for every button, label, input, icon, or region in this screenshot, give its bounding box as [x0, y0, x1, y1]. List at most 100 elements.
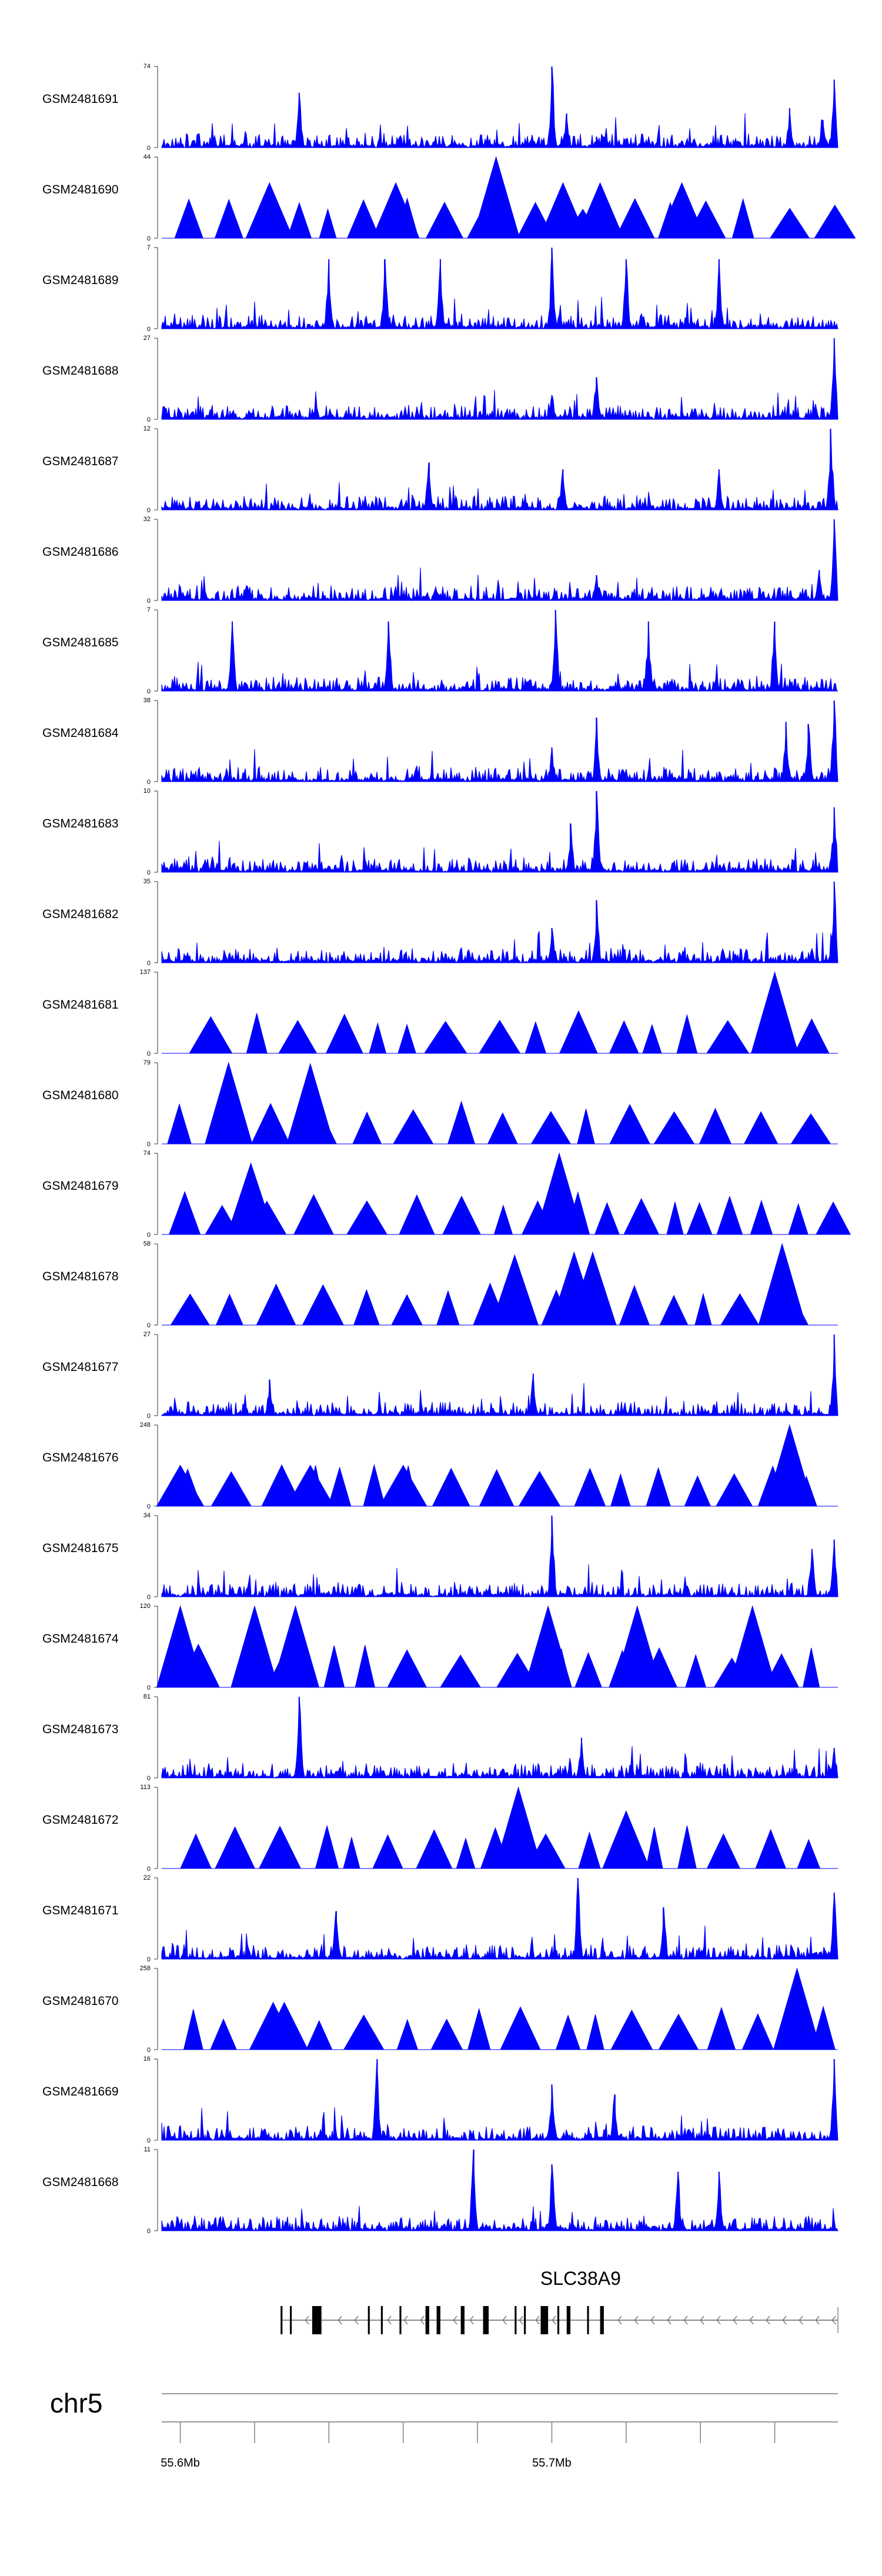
y-tick-label: 0	[147, 779, 151, 786]
coverage-peak	[729, 1605, 777, 1688]
track-label: GSM2481685	[42, 636, 119, 649]
strand-arrow	[782, 2315, 787, 2325]
track-label: GSM2481670	[42, 1994, 119, 2008]
gene-exon	[425, 2306, 429, 2334]
track-label: GSM2481683	[42, 817, 119, 830]
strand-arrow	[387, 2315, 392, 2325]
gene-exon	[436, 2306, 440, 2334]
track: GSM2481688 27 0	[42, 335, 838, 423]
coverage-area	[162, 1464, 838, 1507]
signal-area	[161, 1515, 838, 1598]
track: GSM2481691 74 0	[42, 63, 838, 152]
y-tick-label: 34	[143, 1512, 151, 1519]
y-tick-label: 0	[147, 2137, 151, 2144]
y-tick-label: 0	[147, 416, 151, 423]
track: GSM2481686 32 0	[42, 516, 838, 605]
strand-arrow	[519, 2315, 523, 2325]
y-tick-label: 0	[147, 1866, 151, 1873]
coverage-peak	[569, 1251, 617, 1326]
track: GSM2481669 16 0	[42, 2056, 838, 2144]
y-tick-label: 0	[147, 145, 151, 152]
track: GSM2481689 7 0	[42, 244, 838, 333]
track-label: GSM2481674	[42, 1632, 119, 1646]
coverage-peak	[602, 1810, 650, 1869]
signal-area	[161, 519, 838, 602]
y-tick-label: 0	[147, 326, 151, 333]
y-tick-label: 12	[143, 425, 151, 432]
track-label: GSM2481686	[42, 545, 119, 559]
y-tick-label: 27	[143, 1331, 151, 1338]
track: GSM2481684 38 0	[42, 697, 838, 786]
y-tick-label: 74	[143, 63, 151, 70]
y-tick-label: 7	[147, 244, 151, 251]
coverage-peak	[472, 156, 520, 239]
coverage-peak	[766, 1424, 814, 1507]
gene-exon	[399, 2306, 402, 2334]
strand-arrow	[420, 2315, 425, 2325]
gene-exon	[587, 2306, 589, 2334]
track: GSM2481682 35 0	[42, 878, 838, 967]
y-tick-label: 0	[147, 1775, 151, 1782]
track-label: GSM2481690	[42, 183, 119, 196]
track: GSM2481677 27 0	[42, 1331, 838, 1420]
coverage-peak	[539, 182, 587, 239]
gene-exon	[312, 2306, 322, 2334]
y-tick-label: 22	[143, 1874, 151, 1881]
y-tick-label: 16	[143, 2056, 151, 2063]
coverage-peak	[576, 182, 624, 239]
coverage-area	[162, 1010, 838, 1054]
track: GSM2481671 22 0	[42, 1874, 838, 1963]
track-label: GSM2481671	[42, 1904, 119, 1917]
y-tick-label: 258	[140, 1965, 151, 1972]
gene-exon	[514, 2306, 517, 2334]
track-label: GSM2481676	[42, 1451, 119, 1464]
track: GSM2481680 79 0	[42, 1059, 838, 1148]
track: GSM2481679 74 0	[42, 1150, 851, 1239]
track: GSM2481668 11 0	[42, 2146, 838, 2235]
strand-arrow	[617, 2315, 622, 2325]
track: GSM2481676 248 0	[42, 1422, 838, 1510]
track: GSM2481673 81 0	[42, 1693, 838, 1782]
signal-area	[161, 609, 838, 692]
strand-arrow	[403, 2315, 408, 2325]
gene-exon	[280, 2306, 283, 2334]
coverage-peak	[773, 1967, 821, 2050]
y-tick-label: 120	[140, 1603, 151, 1610]
strand-arrow	[799, 2315, 803, 2325]
strand-arrow	[634, 2315, 639, 2325]
y-tick-label: 44	[143, 154, 151, 161]
gene-exon	[557, 2306, 560, 2334]
strand-arrow	[749, 2315, 754, 2325]
coverage-peak	[156, 1464, 205, 1507]
track-label: GSM2481691	[42, 92, 119, 106]
track-label: GSM2481677	[42, 1360, 119, 1374]
strand-arrow	[354, 2315, 359, 2325]
y-tick-label: 58	[143, 1240, 151, 1247]
strand-arrow	[469, 2315, 474, 2325]
coverage-peak	[758, 1243, 806, 1326]
coverage-peak	[750, 971, 799, 1054]
coverage-peak	[379, 1464, 427, 1507]
y-tick-label: 0	[147, 960, 151, 967]
y-tick-label: 74	[143, 1150, 151, 1157]
y-tick-label: 38	[143, 697, 151, 704]
strand-arrow	[700, 2315, 704, 2325]
coverage-peak	[286, 1464, 335, 1507]
strand-arrow	[733, 2315, 737, 2325]
y-tick-label: 0	[147, 1684, 151, 1691]
track-label: GSM2481679	[42, 1179, 119, 1193]
y-tick-label: 27	[143, 335, 151, 342]
y-tick-label: 0	[147, 2047, 151, 2054]
coordinate-tick-label: 55.7Mb	[532, 2457, 572, 2470]
coverage-peak	[494, 1786, 543, 1869]
y-tick-label: 0	[147, 1050, 151, 1057]
signal-area	[161, 1334, 838, 1417]
signal-area	[161, 790, 838, 873]
coverage-peak	[490, 1254, 539, 1326]
coverage-peak	[613, 1605, 662, 1688]
track-label: GSM2481673	[42, 1723, 119, 1736]
signal-area	[161, 1877, 838, 1960]
strand-arrow	[305, 2315, 309, 2325]
gene-exon	[289, 2306, 292, 2334]
